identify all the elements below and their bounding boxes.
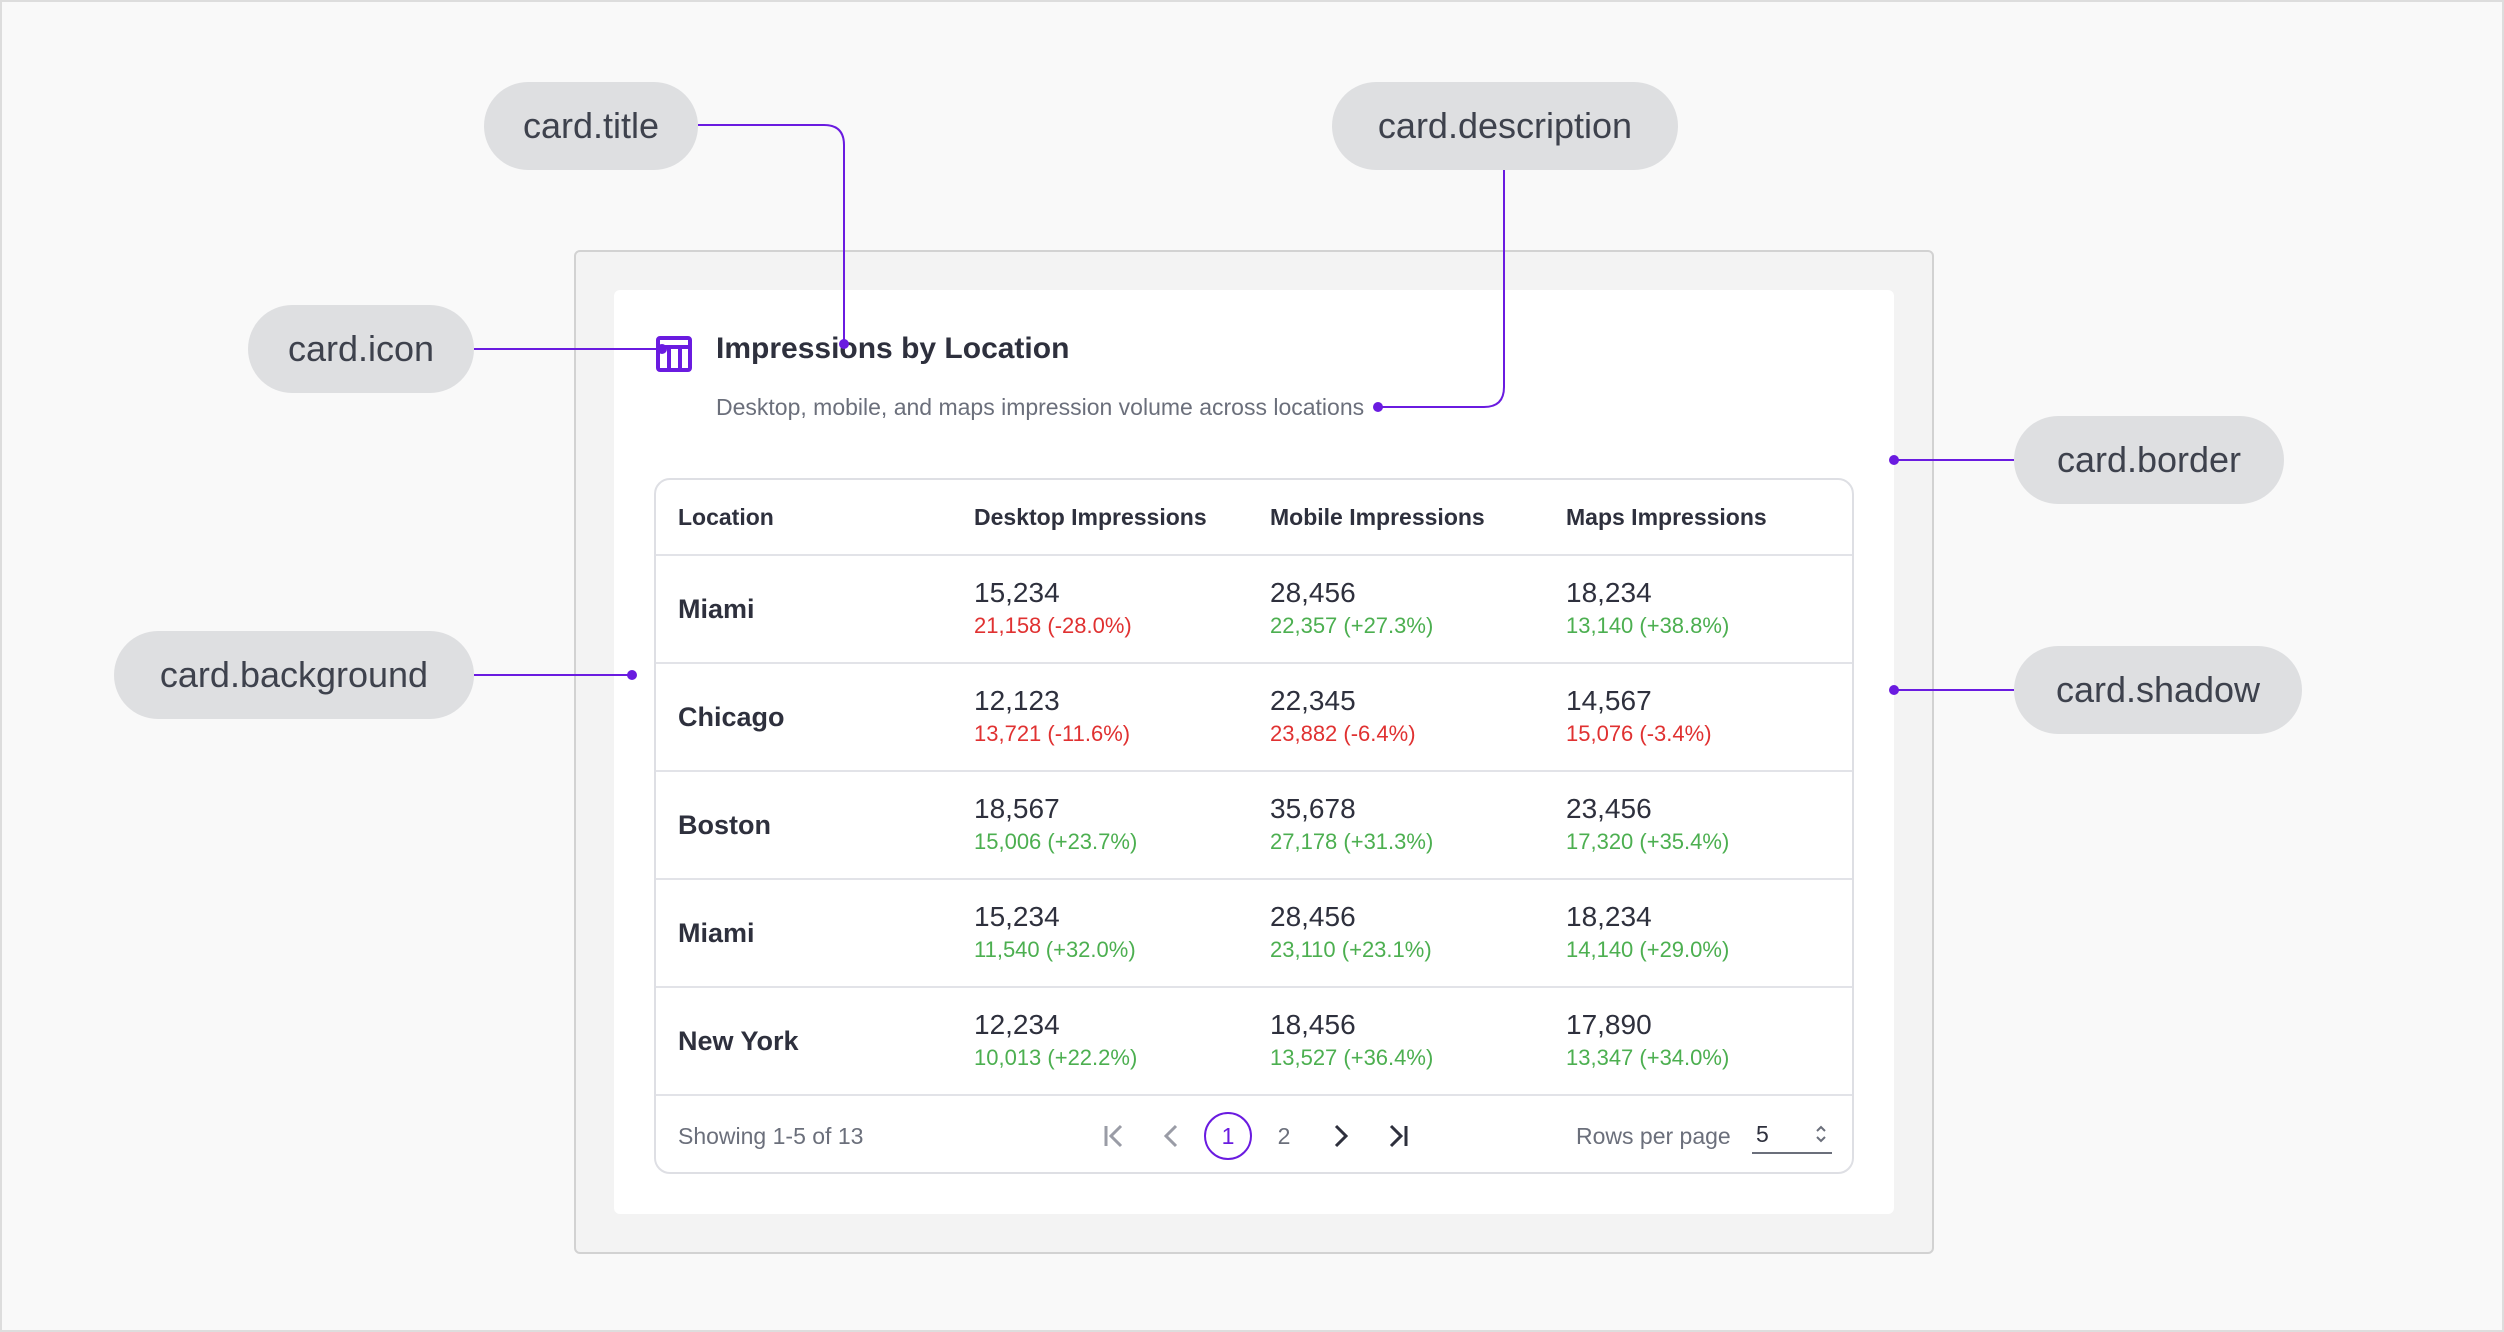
mobile-cell: 35,678 27,178 (+31.3%) (1248, 792, 1544, 858)
desktop-cell: 15,234 21,158 (-28.0%) (952, 576, 1248, 642)
maps-change: 13,347 (+34.0%) (1566, 1045, 1730, 1070)
chevron-left-icon (1163, 1124, 1178, 1148)
maps-change: 14,140 (+29.0%) (1566, 937, 1730, 962)
maps-cell: 14,567 15,076 (-3.4%) (1544, 684, 1852, 750)
first-page-icon (1104, 1124, 1123, 1148)
mobile-cell: 28,456 22,357 (+27.3%) (1248, 576, 1544, 642)
desktop-value: 15,234 (974, 901, 1060, 932)
mobile-change: 23,882 (-6.4%) (1270, 721, 1416, 746)
table-row[interactable]: New York 12,234 10,013 (+22.2%) 18,456 1… (656, 988, 1852, 1096)
desktop-cell: 18,567 15,006 (+23.7%) (952, 792, 1248, 858)
desktop-change: 11,540 (+32.0%) (974, 937, 1136, 962)
maps-cell: 23,456 17,320 (+35.4%) (1544, 792, 1852, 858)
location-cell: New York (678, 1025, 799, 1056)
desktop-value: 12,234 (974, 1009, 1060, 1040)
location-cell: Miami (678, 593, 755, 624)
maps-cell: 17,890 13,347 (+34.0%) (1544, 1008, 1852, 1074)
table-header: Location Desktop Impressions Mobile Impr… (656, 480, 1852, 556)
location-cell: Boston (678, 809, 771, 840)
annotation-card-border: card.border (2014, 416, 2284, 504)
column-header-location[interactable]: Location (678, 503, 774, 530)
desktop-change: 15,006 (+23.7%) (974, 829, 1138, 854)
maps-value: 14,567 (1566, 685, 1652, 716)
previous-page-button[interactable] (1148, 1112, 1196, 1160)
desktop-cell: 15,234 11,540 (+32.0%) (952, 900, 1248, 966)
desktop-cell: 12,234 10,013 (+22.2%) (952, 1008, 1248, 1074)
mobile-change: 23,110 (+23.1%) (1270, 937, 1432, 962)
maps-value: 18,234 (1566, 577, 1652, 608)
mobile-cell: 28,456 23,110 (+23.1%) (1248, 900, 1544, 966)
card-title: Impressions by Location (716, 332, 1070, 365)
next-page-button[interactable] (1316, 1112, 1364, 1160)
mobile-cell: 18,456 13,527 (+36.4%) (1248, 1008, 1544, 1074)
table-row[interactable]: Chicago 12,123 13,721 (-11.6%) 22,345 23… (656, 664, 1852, 772)
mobile-value: 18,456 (1270, 1009, 1356, 1040)
column-header-desktop[interactable]: Desktop Impressions (974, 503, 1207, 530)
maps-change: 13,140 (+38.8%) (1566, 613, 1730, 638)
table-footer: Showing 1-5 of 13 1 2 (656, 1096, 1852, 1172)
page-1-button[interactable]: 1 (1204, 1112, 1252, 1160)
rows-per-page-select[interactable]: 5 (1752, 1116, 1832, 1154)
annotation-card-icon: card.icon (248, 305, 474, 393)
table-row[interactable]: Miami 15,234 21,158 (-28.0%) 28,456 22,3… (656, 556, 1852, 664)
desktop-value: 18,567 (974, 793, 1060, 824)
mobile-value: 22,345 (1270, 685, 1356, 716)
page-2-button[interactable]: 2 (1277, 1122, 1291, 1149)
mobile-value: 28,456 (1270, 901, 1356, 932)
location-cell: Miami (678, 917, 755, 948)
column-header-mobile[interactable]: Mobile Impressions (1270, 503, 1485, 530)
mobile-change: 27,178 (+31.3%) (1270, 829, 1434, 854)
maps-cell: 18,234 14,140 (+29.0%) (1544, 900, 1852, 966)
annotation-card-description: card.description (1332, 82, 1678, 170)
desktop-value: 12,123 (974, 685, 1060, 716)
maps-change: 17,320 (+35.4%) (1566, 829, 1730, 854)
pagination: 1 2 (1092, 1112, 1428, 1160)
maps-value: 18,234 (1566, 901, 1652, 932)
chevron-updown-icon (1816, 1125, 1826, 1143)
mobile-change: 22,357 (+27.3%) (1270, 613, 1434, 638)
desktop-value: 15,234 (974, 577, 1060, 608)
chevron-right-icon (1334, 1124, 1349, 1148)
last-page-button[interactable] (1372, 1112, 1420, 1160)
annotation-card-shadow: card.shadow (2014, 646, 2302, 734)
desktop-change: 21,158 (-28.0%) (974, 613, 1132, 638)
rows-per-page-label: Rows per page (1576, 1122, 1731, 1149)
last-page-icon (1389, 1124, 1408, 1148)
column-header-maps[interactable]: Maps Impressions (1566, 503, 1767, 530)
rows-per-page-value: 5 (1756, 1120, 1769, 1147)
mobile-value: 28,456 (1270, 577, 1356, 608)
desktop-change: 10,013 (+22.2%) (974, 1045, 1138, 1070)
showing-count: Showing 1-5 of 13 (678, 1122, 864, 1149)
location-cell: Chicago (678, 701, 785, 732)
mobile-change: 13,527 (+36.4%) (1270, 1045, 1434, 1070)
maps-value: 23,456 (1566, 793, 1652, 824)
annotation-card-title: card.title (484, 82, 698, 170)
maps-cell: 18,234 13,140 (+38.8%) (1544, 576, 1852, 642)
mobile-cell: 22,345 23,882 (-6.4%) (1248, 684, 1544, 750)
maps-value: 17,890 (1566, 1009, 1652, 1040)
maps-change: 15,076 (-3.4%) (1566, 721, 1712, 746)
desktop-change: 13,721 (-11.6%) (974, 721, 1131, 746)
impressions-table: Location Desktop Impressions Mobile Impr… (654, 478, 1854, 1174)
table-row[interactable]: Miami 15,234 11,540 (+32.0%) 28,456 23,1… (656, 880, 1852, 988)
annotation-card-background: card.background (114, 631, 474, 719)
mobile-value: 35,678 (1270, 793, 1356, 824)
desktop-cell: 12,123 13,721 (-11.6%) (952, 684, 1248, 750)
card-description: Desktop, mobile, and maps impression vol… (716, 394, 1365, 420)
first-page-button[interactable] (1092, 1112, 1140, 1160)
table-row[interactable]: Boston 18,567 15,006 (+23.7%) 35,678 27,… (656, 772, 1852, 880)
